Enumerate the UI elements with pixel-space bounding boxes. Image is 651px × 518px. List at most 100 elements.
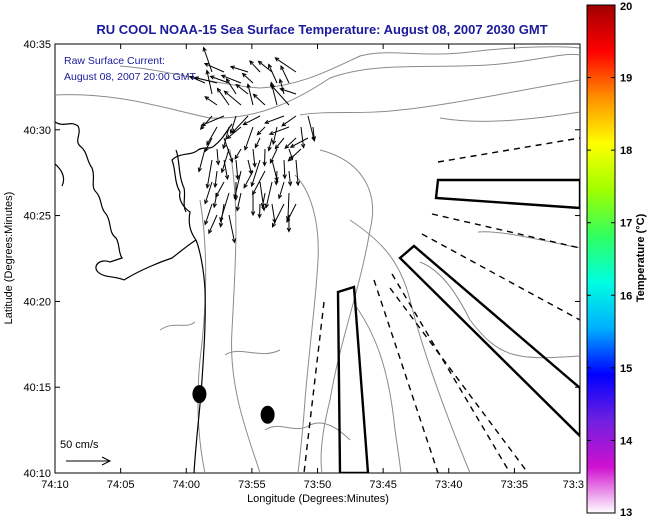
current-vector [216,87,230,106]
current-vector [278,78,285,95]
current-vector [267,137,273,152]
current-vector [229,65,249,73]
current-vector [252,93,266,106]
current-vector [223,90,242,106]
current-vector [243,170,254,189]
current-vector [234,148,242,160]
x-tick-label: 74:00 [173,479,201,491]
current-vector [262,148,267,167]
y-tick-label: 40:25 [23,211,51,223]
current-vector [260,192,266,209]
current-vector [223,159,230,181]
current-vector [300,126,306,149]
current-vector [213,170,218,189]
colorbar-ticks: 20 19 18 17 16 15 14 13 [587,1,633,518]
scale-arrow-head [101,456,112,466]
current-vector [274,137,285,150]
current-vector [250,159,261,188]
station-marker [192,385,207,404]
current-vector [249,60,261,73]
scale-reference: 50 cm/s [60,439,112,466]
current-vector [204,96,218,106]
y-tick-label: 40:30 [23,125,51,137]
current-vector [193,76,218,84]
x-axis-ticks: 74:10 74:05 74:00 73:55 73:50 73:45 73:40 73:35… [41,44,584,491]
coverage-outlines [336,178,580,473]
current-vector [218,203,225,228]
colorbar-tick-label: 13 [620,507,632,518]
coverage-polygon-east-lower [398,244,580,438]
current-vector [270,84,290,106]
colorbar-tick-label: 15 [620,363,632,375]
current-vector [246,83,254,106]
current-vector [264,115,285,124]
current-vector [203,62,225,73]
colorbar-label: Temperature (°C) [635,213,647,302]
current-vector [205,159,213,189]
plot-frame [54,43,581,474]
current-vector [202,46,213,73]
annotation-line-1: Raw Surface Current: [64,55,165,67]
current-vector [289,137,309,148]
colorbar-tick-label: 18 [620,145,632,157]
x-tick-label: 73:45 [369,479,397,491]
x-tick-label: 73:50 [304,479,332,491]
colorbar-tick-label: 20 [620,1,632,13]
current-vector [257,60,273,73]
current-vector [281,115,297,127]
current-vector [277,181,285,200]
coverage-polygon-south [336,285,370,473]
y-tick-label: 40:15 [23,382,51,394]
x-tick-label: 74:10 [41,479,69,491]
current-vector [264,181,273,209]
current-vector [215,148,221,166]
current-vector [204,137,213,153]
coverage-rays [303,137,580,473]
current-vector [252,148,257,168]
current-vector [311,126,317,142]
coverage-polygon-east-upper [434,178,580,210]
current-vector [209,75,230,84]
current-vector [287,170,293,187]
current-vector [205,69,213,95]
y-axis-label: Latitude (Degrees:Minutes) [3,192,15,325]
current-vector [257,203,262,219]
chart-title: RU COOL NOAA-15 Sea Surface Temperature:… [96,22,547,37]
current-vector [208,214,218,235]
current-vector [286,214,292,233]
coastline [55,121,233,473]
current-vector [268,63,278,84]
current-vector [244,126,254,151]
current-vector [268,126,290,136]
colorbar-tick-label: 16 [620,290,632,302]
current-vector [284,137,297,150]
current-vector [212,192,218,209]
colorbar-gradient [586,4,616,514]
y-tick-label: 40:35 [23,39,51,51]
y-axis-ticks: 40:10 40:15 40:20 40:25 40:30 40:35 [23,39,580,480]
x-tick-label: 73:55 [238,479,266,491]
current-vector [279,87,297,95]
colorbar-tick-label: 14 [620,435,633,447]
x-axis-label: Longitude (Degrees:Minutes) [247,493,389,505]
current-vector [241,72,254,84]
plot-area: Raw Surface Current: August 08, 2007 20:… [54,43,581,474]
current-vector [271,203,285,228]
current-vector [220,148,230,174]
colorbar-tick-label: 19 [620,73,632,85]
current-vector [295,159,301,187]
station-marker [260,405,275,424]
current-vector [220,74,242,84]
x-tick-label: 73:35 [501,479,529,491]
current-vector [222,126,230,150]
current-vector [280,65,290,84]
current-vector [254,137,261,149]
y-tick-label: 40:20 [23,296,51,308]
current-vector [287,148,302,162]
current-vector [233,181,239,201]
current-vector [204,203,213,226]
current-vector [225,78,237,95]
colorbar: 20 19 18 17 16 15 14 13 Temperature (°C) [586,1,647,518]
surface-current-vectors [188,46,317,244]
